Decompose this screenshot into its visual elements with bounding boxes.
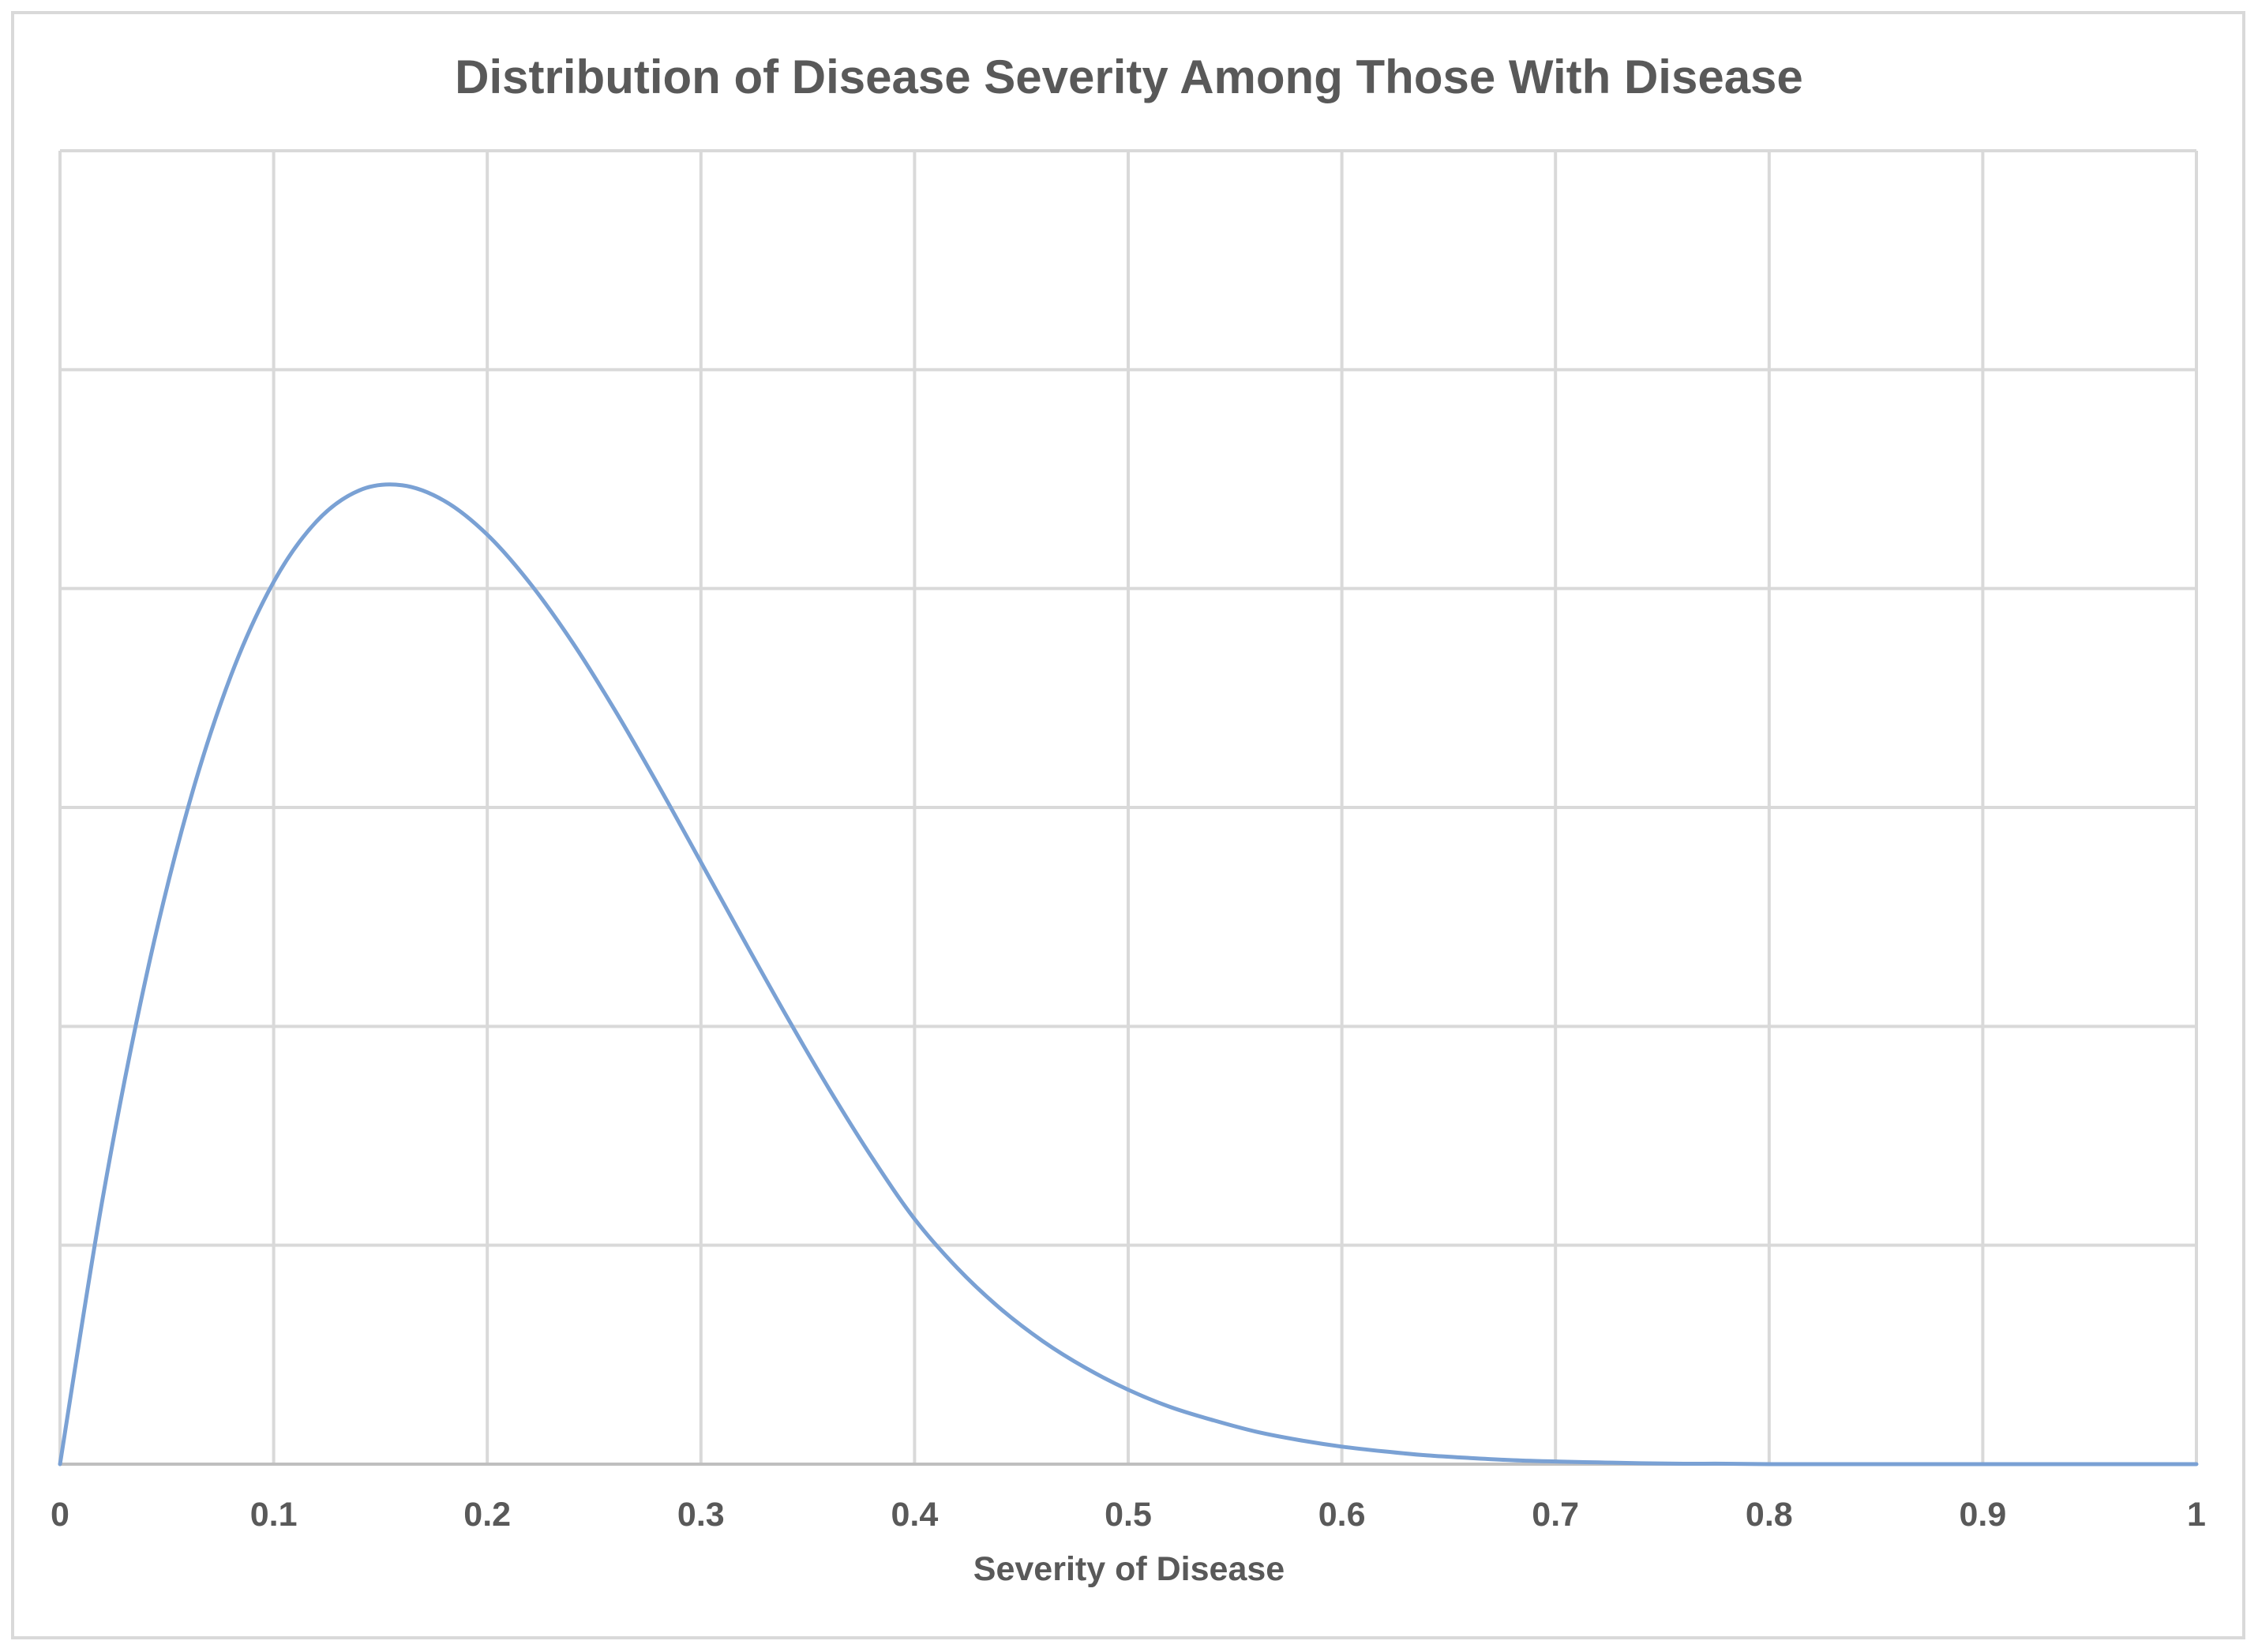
- severity-density-line: [58, 482, 2199, 1467]
- gridlines: [58, 149, 2198, 1464]
- x-tick-label: 0.6: [1318, 1496, 1366, 1534]
- x-tick-labels: 0 0.1 0.2 0.3 0.4 0.5 0.6 0.7 0.8 0.9 1: [51, 1496, 2206, 1534]
- x-tick-label: 0.7: [1532, 1496, 1579, 1534]
- x-tick-label: 0.4: [891, 1496, 939, 1534]
- series-layer: [58, 482, 2199, 1467]
- x-axis-title: Severity of Disease: [973, 1550, 1285, 1588]
- x-tick-label: 0.1: [250, 1496, 298, 1534]
- x-tick-label: 0.9: [1960, 1496, 2007, 1534]
- x-tick-label: 0.3: [677, 1496, 725, 1534]
- x-tick-label: 1: [2187, 1496, 2206, 1534]
- x-tick-label: 0.5: [1105, 1496, 1152, 1534]
- x-tick-label: 0.2: [463, 1496, 511, 1534]
- x-tick-label: 0.8: [1746, 1496, 1793, 1534]
- chart-title: Distribution of Disease Severity Among T…: [455, 51, 1803, 103]
- x-tick-label: 0: [51, 1496, 69, 1534]
